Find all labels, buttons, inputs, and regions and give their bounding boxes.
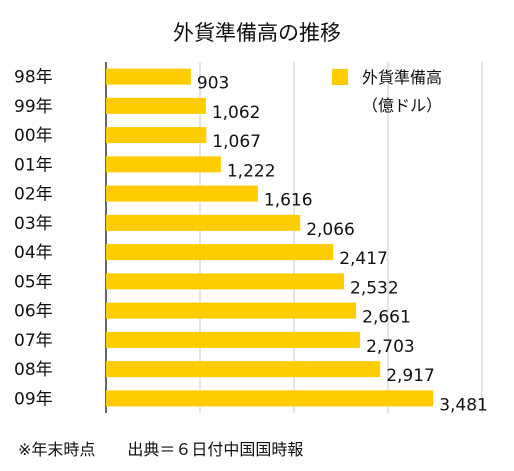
legend-unit: （億ドル） xyxy=(362,96,442,115)
bars xyxy=(106,68,434,407)
bar xyxy=(106,361,381,378)
data-label: 2,661 xyxy=(362,308,411,328)
bar xyxy=(106,68,191,85)
data-label: 1,222 xyxy=(227,161,276,181)
y-tick-labels: 98年 99年 00年 01年 02年 03年 04年 05年 06年 07年 08年 09年 xyxy=(14,68,53,410)
data-label: 2,417 xyxy=(339,249,388,269)
data-label: 2,703 xyxy=(366,337,415,357)
y-tick-label: 01年 xyxy=(14,155,53,175)
bar xyxy=(106,273,345,290)
legend-swatch xyxy=(332,69,348,85)
legend: 外貨準備高 （億ドル） xyxy=(332,68,442,115)
data-label: 1,062 xyxy=(212,103,261,123)
y-tick-label: 99年 xyxy=(14,97,53,117)
bar xyxy=(106,214,301,231)
grid xyxy=(105,62,483,413)
legend-series-name: 外貨準備高 xyxy=(362,68,442,87)
bar xyxy=(106,127,207,144)
data-label: 1,067 xyxy=(212,132,261,152)
y-tick-label: 03年 xyxy=(14,214,53,234)
y-tick-label: 09年 xyxy=(14,389,53,409)
y-tick-label: 05年 xyxy=(14,272,53,292)
bar xyxy=(106,331,361,348)
data-label: 3,481 xyxy=(439,395,488,415)
bar xyxy=(106,244,334,261)
bar xyxy=(106,185,258,202)
y-tick-label: 04年 xyxy=(14,243,53,263)
chart-title: 外貨準備高の推移 xyxy=(173,21,341,45)
footnote: ※年末時点 出典＝６日付中国国時報 xyxy=(18,440,303,459)
y-tick-label: 07年 xyxy=(14,331,53,351)
y-tick-label: 98年 xyxy=(14,68,53,88)
data-label: 2,532 xyxy=(350,278,399,298)
y-tick-label: 02年 xyxy=(14,185,53,205)
data-label: 2,066 xyxy=(306,220,355,240)
data-label: 1,616 xyxy=(264,191,313,211)
bar xyxy=(106,390,434,407)
y-tick-label: 06年 xyxy=(14,302,53,322)
bar xyxy=(106,302,357,319)
y-tick-label: 00年 xyxy=(14,126,53,146)
bar xyxy=(106,97,206,114)
data-label: 2,917 xyxy=(386,366,435,386)
data-label: 903 xyxy=(197,74,229,94)
data-labels: 903 1,062 1,067 1,222 1,616 2,066 2,417 2,532 2,… xyxy=(197,74,488,416)
bar xyxy=(106,156,221,173)
y-tick-label: 08年 xyxy=(14,360,53,380)
